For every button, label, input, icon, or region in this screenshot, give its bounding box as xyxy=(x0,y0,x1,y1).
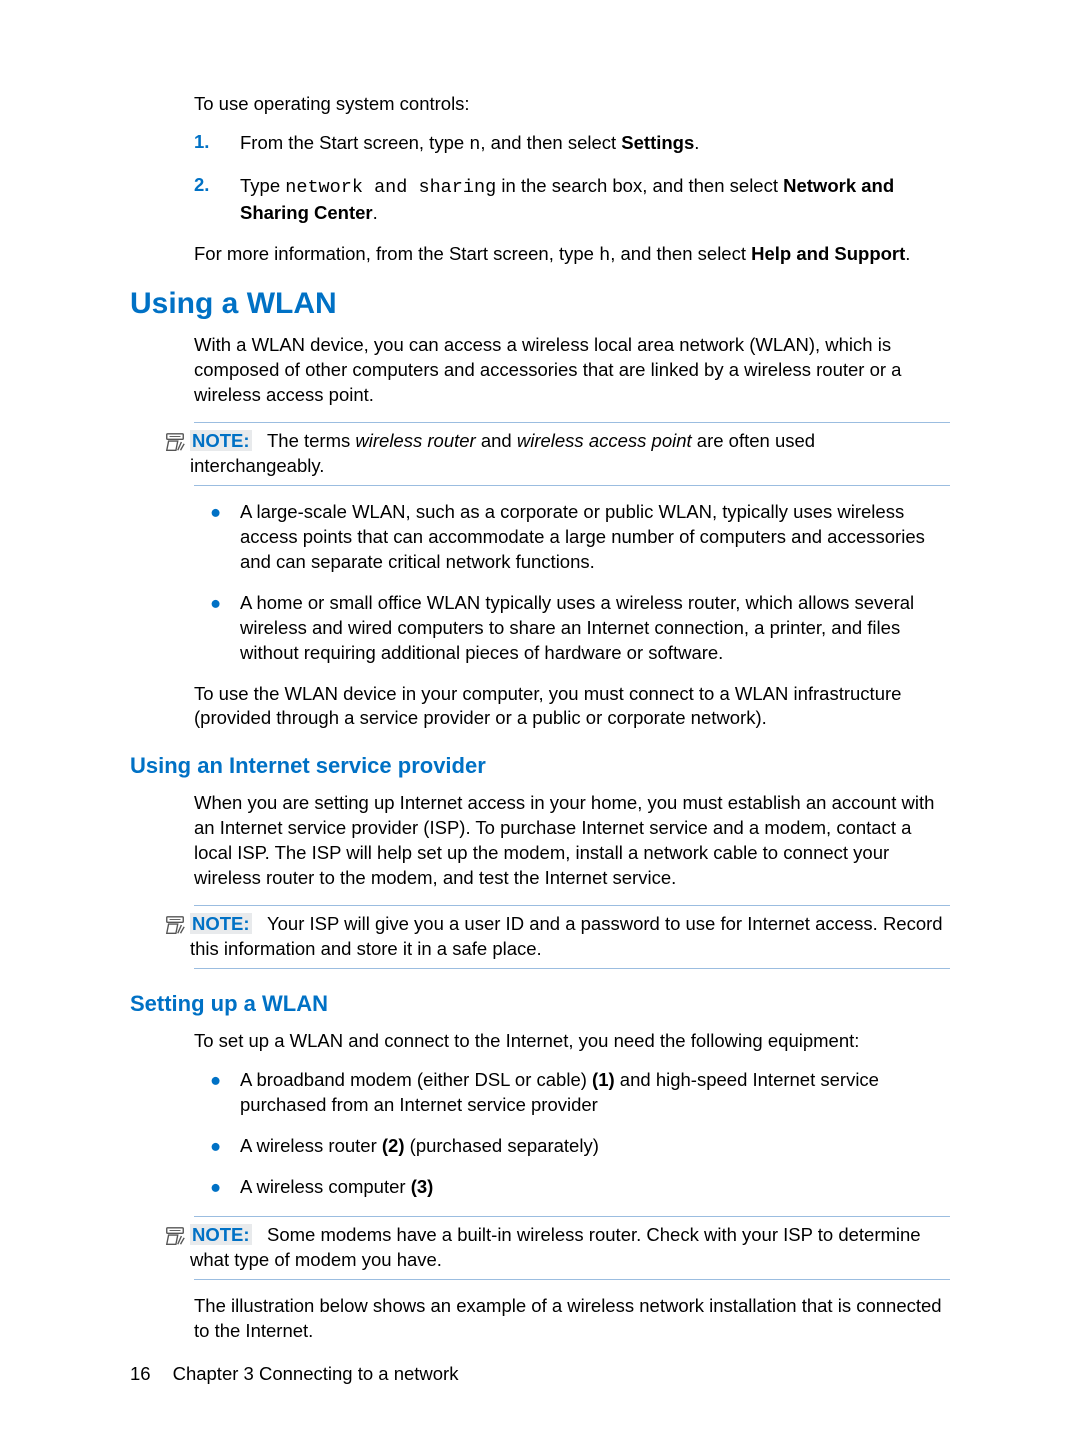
code-text: h xyxy=(599,245,610,266)
bold-text: Settings xyxy=(621,132,694,153)
text: in the search box, and then select xyxy=(496,175,783,196)
page-number: 16 xyxy=(130,1363,151,1384)
note-label: NOTE: xyxy=(190,1224,252,1245)
note-icon xyxy=(164,914,190,941)
os-controls-intro: To use operating system controls: xyxy=(194,92,950,117)
note-text: NOTE: Some modems have a built-in wirele… xyxy=(190,1223,950,1273)
page-footer: 16 Chapter 3 Connecting to a network xyxy=(130,1363,458,1385)
text: The terms xyxy=(267,430,355,451)
bold-text: (1) xyxy=(592,1069,615,1090)
heading-setup-wlan: Setting up a WLAN xyxy=(130,991,950,1017)
code-text: network and sharing xyxy=(285,177,496,198)
bullet-body: A broadband modem (either DSL or cable) … xyxy=(240,1068,950,1118)
italic-text: wireless access point xyxy=(517,430,692,451)
ol-body: Type network and sharing in the search b… xyxy=(240,174,950,226)
setup-bullet-2: ● A wireless router (2) (purchased separ… xyxy=(210,1134,950,1159)
note-label: NOTE: xyxy=(190,430,252,451)
note-text: NOTE: Your ISP will give you a user ID a… xyxy=(190,912,950,962)
bold-text: Help and Support xyxy=(751,243,905,264)
text: A wireless router xyxy=(240,1135,382,1156)
note-isp-credentials: NOTE: Your ISP will give you a user ID a… xyxy=(194,905,950,969)
ol-item-2: 2. Type network and sharing in the searc… xyxy=(194,174,950,226)
ol-number: 1. xyxy=(194,131,240,158)
ol-item-1: 1. From the Start screen, type n, and th… xyxy=(194,131,950,158)
note-interchangeable: NOTE: The terms wireless router and wire… xyxy=(194,422,950,486)
wlan-paragraph-2: To use the WLAN device in your computer,… xyxy=(194,682,950,732)
bullet-mark: ● xyxy=(210,500,240,575)
bullet-body: A wireless computer (3) xyxy=(240,1175,433,1200)
bullet-mark: ● xyxy=(210,1068,240,1118)
text: Your ISP will give you a user ID and a p… xyxy=(190,913,943,959)
ol-number: 2. xyxy=(194,174,240,226)
bullet-body: A wireless router (2) (purchased separat… xyxy=(240,1134,599,1159)
ol-body: From the Start screen, type n, and then … xyxy=(240,131,699,158)
italic-text: wireless router xyxy=(355,430,475,451)
text: For more information, from the Start scr… xyxy=(194,243,599,264)
text: A broadband modem (either DSL or cable) xyxy=(240,1069,592,1090)
wlan-bullet-2: ● A home or small office WLAN typically … xyxy=(210,591,950,666)
setup-paragraph-1: To set up a WLAN and connect to the Inte… xyxy=(194,1029,950,1054)
note-icon xyxy=(164,1225,190,1252)
note-builtin-router: NOTE: Some modems have a built-in wirele… xyxy=(194,1216,950,1280)
text: From the Start screen, type xyxy=(240,132,469,153)
heading-isp: Using an Internet service provider xyxy=(130,753,950,779)
text: . xyxy=(373,202,378,223)
text: . xyxy=(694,132,699,153)
text: , and then select xyxy=(480,132,621,153)
text: (purchased separately) xyxy=(405,1135,599,1156)
note-icon xyxy=(164,431,190,458)
bullet-body: A home or small office WLAN typically us… xyxy=(240,591,950,666)
bold-text: (3) xyxy=(411,1176,434,1197)
setup-bullet-3: ● A wireless computer (3) xyxy=(210,1175,950,1200)
text: , and then select xyxy=(610,243,751,264)
text: . xyxy=(905,243,910,264)
text: A wireless computer xyxy=(240,1176,411,1197)
isp-paragraph-1: When you are setting up Internet access … xyxy=(194,791,950,891)
note-text: NOTE: The terms wireless router and wire… xyxy=(190,429,950,479)
bold-text: (2) xyxy=(382,1135,405,1156)
chapter-title: Chapter 3 Connecting to a network xyxy=(173,1363,459,1384)
text: Type xyxy=(240,175,285,196)
bullet-mark: ● xyxy=(210,1134,240,1159)
wlan-bullet-1: ● A large-scale WLAN, such as a corporat… xyxy=(210,500,950,575)
bullet-mark: ● xyxy=(210,1175,240,1200)
code-text: n xyxy=(469,134,480,155)
bullet-mark: ● xyxy=(210,591,240,666)
wlan-paragraph-1: With a WLAN device, you can access a wir… xyxy=(194,333,950,408)
text: Some modems have a built-in wireless rou… xyxy=(190,1224,921,1270)
setup-bullet-1: ● A broadband modem (either DSL or cable… xyxy=(210,1068,950,1118)
heading-using-wlan: Using a WLAN xyxy=(130,287,950,321)
page-root: To use operating system controls: 1. Fro… xyxy=(0,0,1080,1437)
setup-paragraph-2: The illustration below shows an example … xyxy=(194,1294,950,1344)
more-info: For more information, from the Start scr… xyxy=(194,242,950,269)
text: and xyxy=(476,430,517,451)
bullet-body: A large-scale WLAN, such as a corporate … xyxy=(240,500,950,575)
note-label: NOTE: xyxy=(190,913,252,934)
